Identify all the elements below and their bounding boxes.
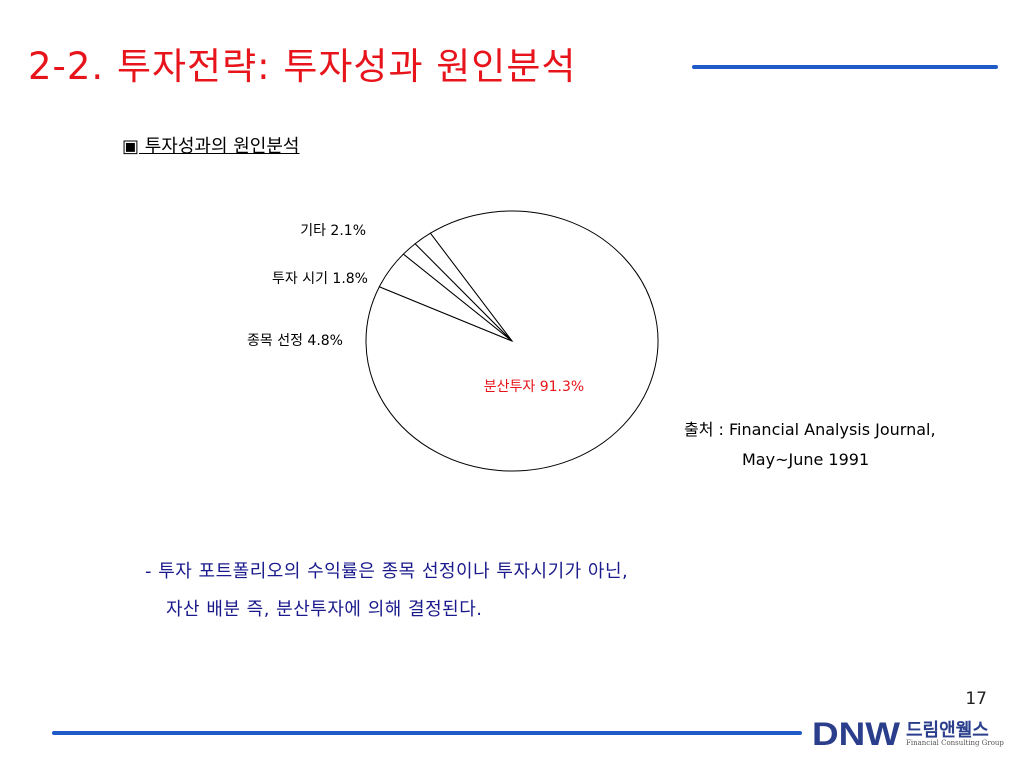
title-underline-rule: [692, 65, 998, 69]
source-citation: 출처 : Financial Analysis Journal,: [684, 420, 936, 439]
section-subtitle: ▣ 투자성과의 원인분석: [122, 136, 300, 157]
slice-label-selection: 종목 선정 4.8%: [247, 333, 343, 349]
dnw-logo-mark: DNW: [812, 716, 901, 752]
logo-english-name: Financial Consulting Group: [906, 739, 1004, 747]
slide-title: 2-2. 투자전략: 투자성과 원인분석: [28, 45, 577, 88]
bullet-text-line-1: - 투자 포트폴리오의 수익률은 종목 선정이나 투자시기가 아닌,: [145, 561, 629, 582]
logo-korean-name: 드림앤웰스: [906, 720, 989, 741]
svg-text:DNW: DNW: [812, 716, 901, 750]
company-logo: DNW 드림앤웰스 Financial Consulting Group: [812, 716, 1004, 752]
slice-label-diversification: 분산투자 91.3%: [484, 379, 584, 395]
footer-rule: [52, 731, 802, 735]
pie-slice-other: [414, 232, 513, 342]
bullet-text-line-2: 자산 배분 즉, 분산투자에 의해 결정된다.: [166, 599, 483, 620]
slice-label-timing: 투자 시기 1.8%: [272, 271, 368, 287]
slice-label-other: 기타 2.1%: [300, 223, 366, 239]
page-number: 17: [965, 689, 987, 709]
pie-slices: [365, 210, 659, 472]
source-date: May~June 1991: [742, 450, 870, 469]
